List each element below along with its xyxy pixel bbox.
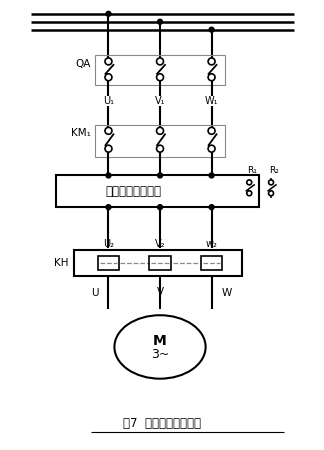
- Bar: [95, 125, 226, 157]
- Circle shape: [156, 58, 164, 65]
- Circle shape: [209, 27, 214, 32]
- Bar: [95, 55, 226, 85]
- Circle shape: [269, 180, 273, 185]
- Circle shape: [156, 127, 164, 134]
- Text: U₂: U₂: [103, 239, 114, 249]
- Bar: [74, 250, 242, 275]
- Text: U: U: [91, 288, 98, 298]
- Text: V: V: [156, 288, 164, 297]
- Text: KH: KH: [54, 258, 69, 268]
- Text: KM₁: KM₁: [71, 128, 91, 138]
- Ellipse shape: [114, 315, 206, 378]
- Circle shape: [208, 145, 215, 152]
- Text: U₁: U₁: [103, 96, 114, 106]
- Circle shape: [247, 191, 252, 196]
- Circle shape: [157, 173, 163, 178]
- Text: W: W: [222, 288, 232, 298]
- Circle shape: [105, 127, 112, 134]
- Circle shape: [208, 74, 215, 81]
- Circle shape: [105, 145, 112, 152]
- Text: R₂: R₂: [269, 166, 279, 176]
- Circle shape: [208, 127, 215, 134]
- Circle shape: [106, 173, 111, 178]
- Bar: [98, 256, 119, 270]
- Text: V₁: V₁: [155, 96, 165, 106]
- Circle shape: [157, 205, 163, 210]
- Text: 3~: 3~: [151, 348, 169, 361]
- Text: R₁: R₁: [247, 166, 257, 176]
- Bar: [56, 176, 259, 207]
- Circle shape: [269, 191, 273, 196]
- Circle shape: [105, 74, 112, 81]
- Text: 电动机软启动装置: 电动机软启动装置: [105, 185, 161, 198]
- Text: V₂: V₂: [155, 239, 165, 249]
- Circle shape: [156, 145, 164, 152]
- Circle shape: [106, 11, 111, 16]
- Circle shape: [157, 19, 163, 24]
- Circle shape: [209, 205, 214, 210]
- Bar: [201, 256, 223, 270]
- Circle shape: [209, 173, 214, 178]
- Circle shape: [105, 58, 112, 65]
- Text: M: M: [153, 334, 167, 348]
- Text: W₁: W₁: [205, 96, 218, 106]
- Circle shape: [106, 205, 111, 210]
- Circle shape: [208, 58, 215, 65]
- Circle shape: [156, 74, 164, 81]
- Text: 图7  不带旁路的一次图: 图7 不带旁路的一次图: [123, 417, 201, 430]
- Text: QA: QA: [75, 59, 91, 69]
- Circle shape: [247, 180, 252, 185]
- Bar: [149, 256, 171, 270]
- Text: w₂: w₂: [206, 239, 217, 249]
